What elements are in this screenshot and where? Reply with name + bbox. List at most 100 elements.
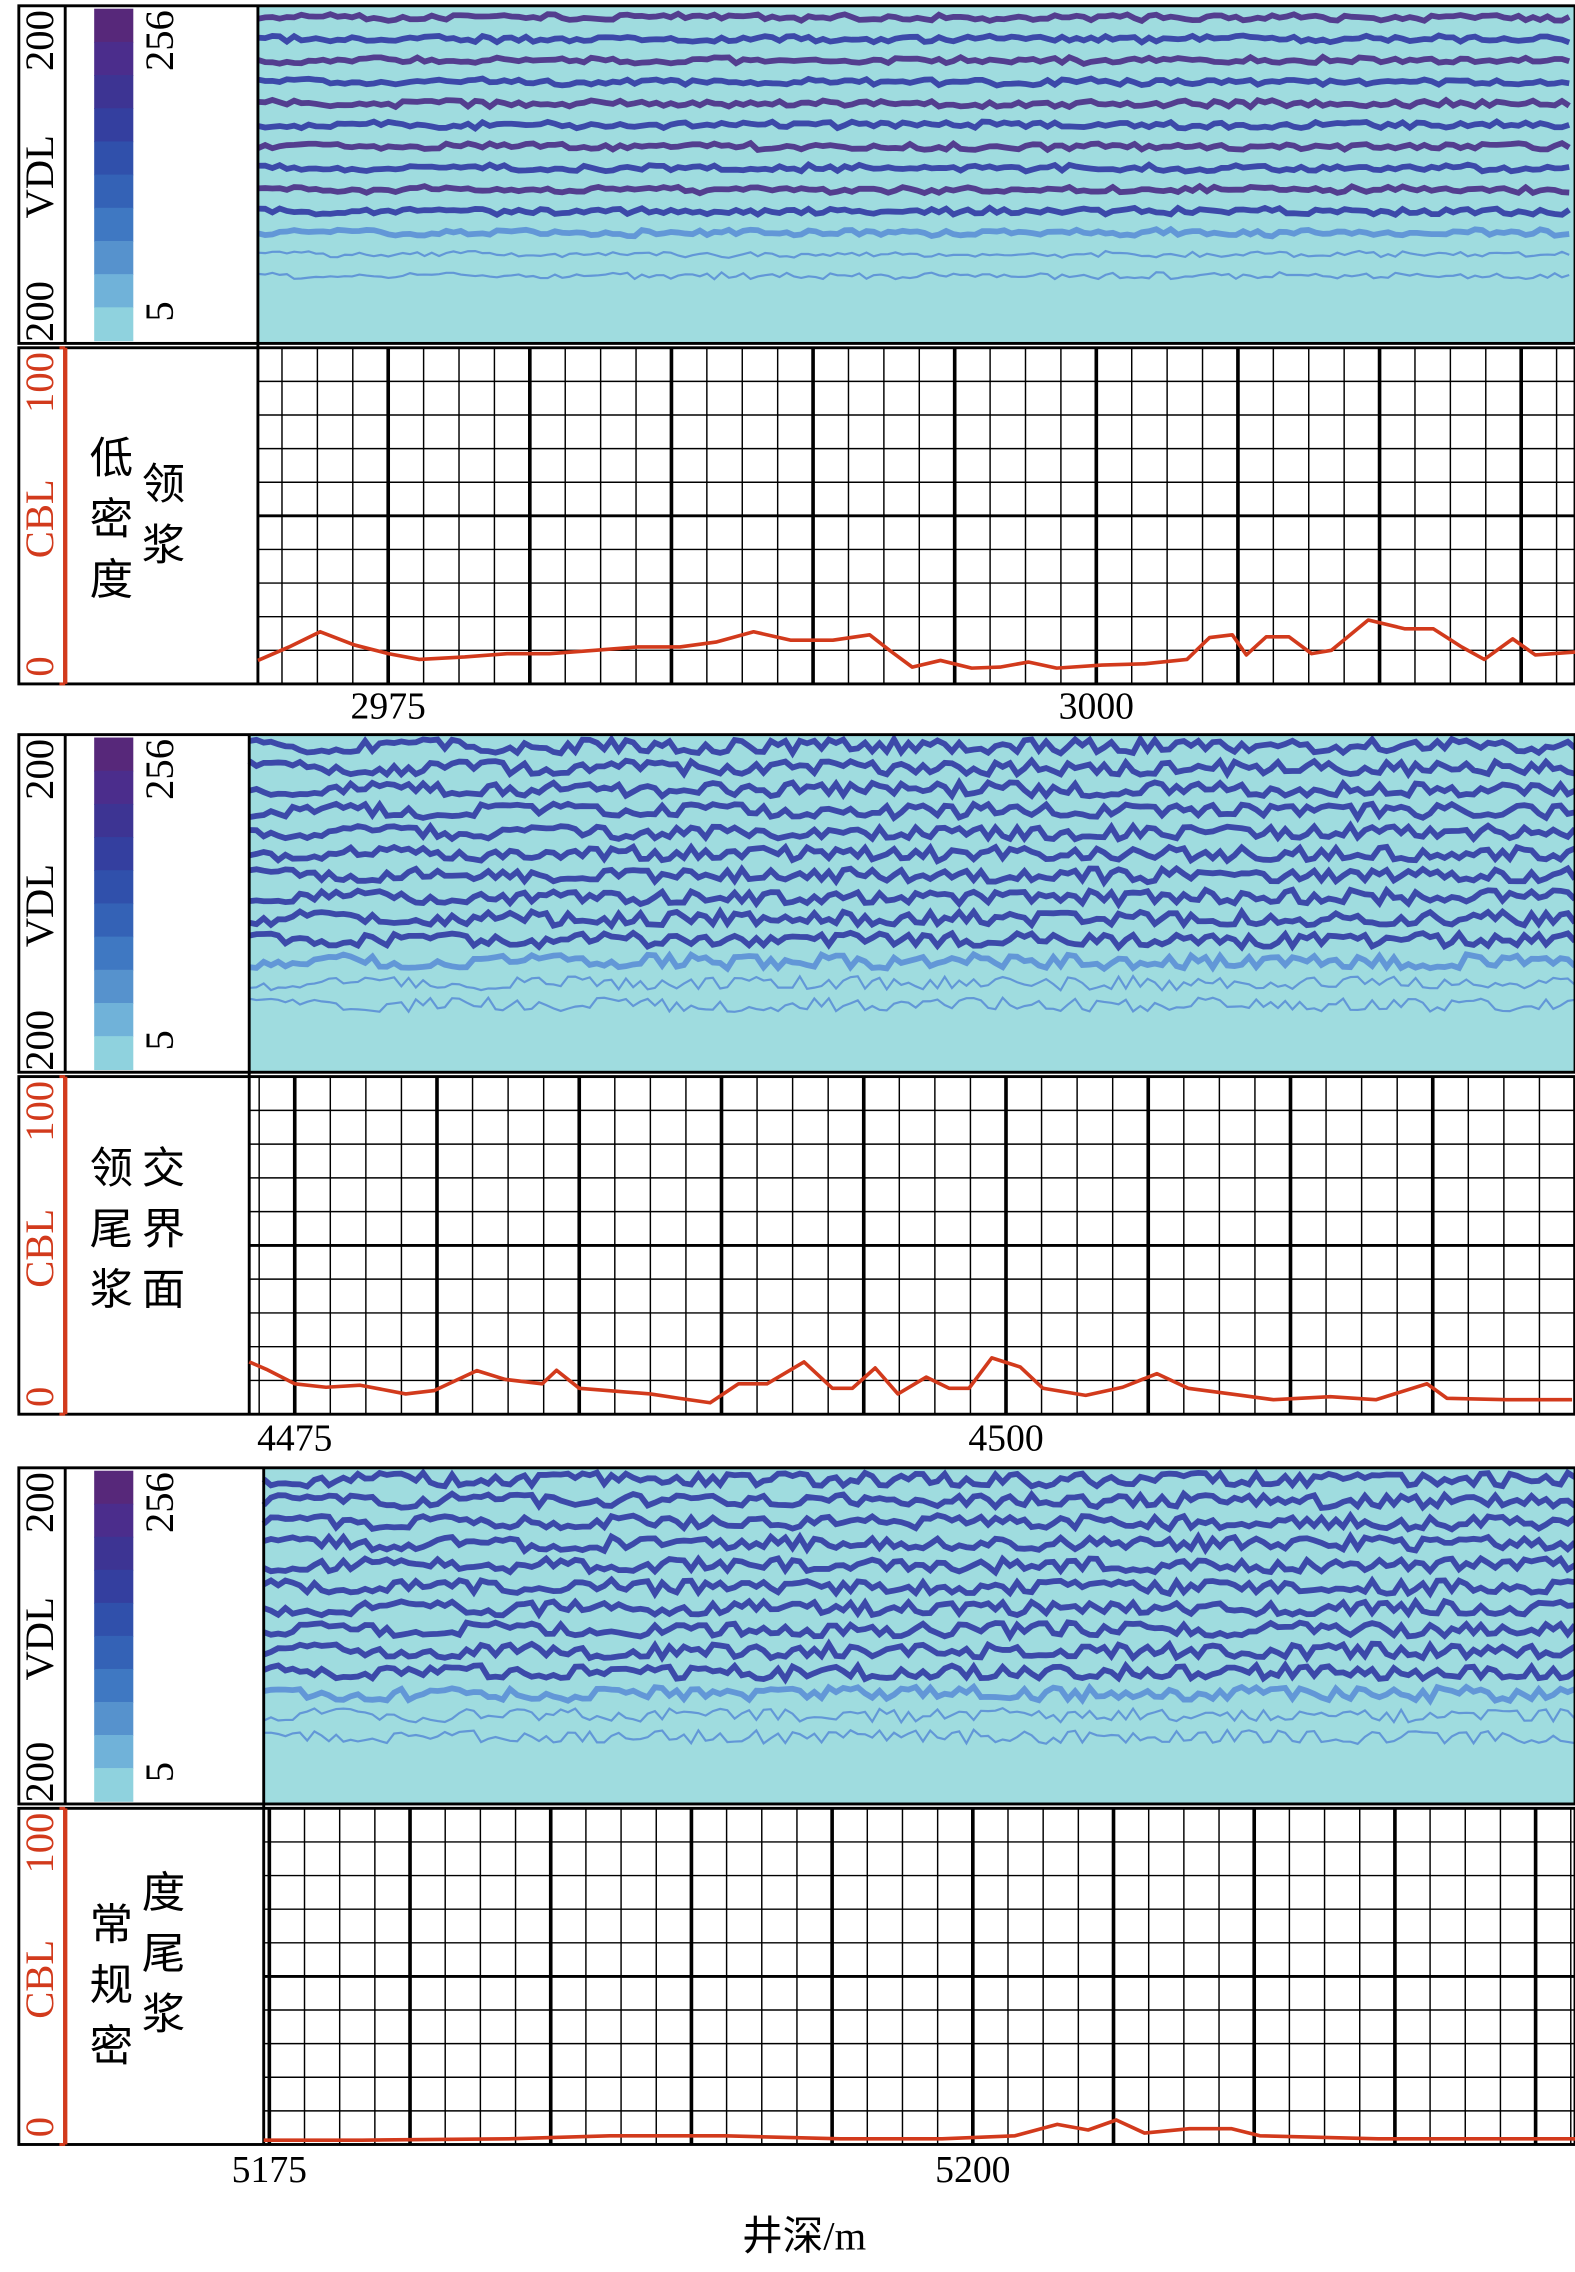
- colorbar-tick-label: 5: [137, 301, 182, 321]
- colorbar-cell: [94, 1036, 134, 1071]
- vdl-stripe: [247, 756, 1575, 780]
- colorbar-cell: [94, 870, 134, 905]
- colorbar-cell: [94, 1701, 134, 1736]
- vdl-stripe: [257, 10, 1571, 25]
- vdl-stripe: [248, 777, 1575, 801]
- colorbar-cell: [94, 207, 134, 242]
- vdl-label: VDL: [17, 864, 62, 947]
- vdl-stripe: [262, 1660, 1575, 1685]
- x-tick-label: 5175: [232, 2149, 307, 2191]
- y-tick-label: 100: [17, 352, 62, 413]
- colorbar-cell: [94, 1635, 134, 1670]
- vdl-stripe: [257, 225, 1570, 240]
- vdl-stripe: [249, 820, 1575, 844]
- colorbar-cell: [94, 240, 134, 275]
- colorbar-cell: [94, 1668, 134, 1703]
- vdl-label: VDL: [17, 135, 62, 218]
- vdl-time-label: 200: [17, 10, 62, 71]
- vdl-stripe: [248, 906, 1575, 931]
- y-axis-label: CBL: [17, 479, 62, 558]
- annotation: 领尾浆: [82, 1145, 132, 1328]
- cbl-frame: [17, 346, 1575, 686]
- vdl-stripe: [262, 1638, 1575, 1664]
- colorbar-cell: [94, 1768, 134, 1802]
- vdl-time-label: 200: [17, 1010, 62, 1071]
- y-tick-label: 0: [17, 2117, 62, 2137]
- vdl-stripe: [263, 1682, 1575, 1706]
- vdl-stripe: [257, 96, 1571, 111]
- vdl-stripe: [261, 1510, 1575, 1533]
- vdl-stripe: [249, 995, 1575, 1014]
- vdl-stripe: [262, 1531, 1575, 1556]
- y-axis-label: CBL: [17, 1209, 62, 1288]
- annotation: 交界面: [134, 1145, 184, 1328]
- colorbar-cell: [94, 1002, 134, 1037]
- colorbar-cell: [94, 1470, 134, 1505]
- y-tick-label: 100: [17, 1813, 62, 1874]
- annotation: 领浆: [134, 461, 184, 583]
- vdl-stripe: [262, 1554, 1575, 1577]
- colorbar-cell: [94, 936, 134, 971]
- vdl-stripe: [257, 32, 1571, 46]
- annotation: 低密度: [82, 435, 133, 618]
- colorbar-cell: [94, 837, 134, 871]
- vdl-time-label: 200: [17, 281, 62, 342]
- vdl-label: VDL: [17, 1597, 62, 1680]
- colorbar-cell: [94, 1503, 134, 1538]
- colorbar-tick-label: 256: [137, 739, 182, 800]
- vdl-stripe: [248, 864, 1575, 888]
- vdl-stripe: [248, 950, 1575, 973]
- vdl-stripe: [257, 249, 1570, 259]
- colorbar-tick-label: 256: [137, 10, 182, 71]
- colorbar-cell: [94, 803, 134, 838]
- vdl-stripe: [256, 139, 1571, 154]
- colorbar-cell: [94, 1536, 134, 1571]
- colorbar-cell: [94, 1569, 134, 1604]
- colorbar-cell: [94, 969, 134, 1004]
- y-tick-label: 100: [17, 1081, 62, 1142]
- colorbar-cell: [94, 174, 134, 209]
- x-tick-label: 5200: [935, 2149, 1010, 2191]
- vdl-stripe: [257, 53, 1571, 67]
- vdl-stripe: [257, 75, 1570, 89]
- cbl-frame: [17, 1075, 1575, 1416]
- colorbar-tick-label: 256: [137, 1472, 182, 1533]
- x-tick-label: 3000: [1059, 686, 1134, 728]
- x-tick-label: 4500: [968, 1417, 1043, 1459]
- colorbar-cell: [94, 737, 134, 772]
- vdl-stripe: [257, 204, 1571, 219]
- vdl-stripe: [257, 270, 1570, 281]
- vdl-stripe: [262, 1619, 1575, 1643]
- vdl-frame: [17, 733, 1575, 1074]
- cbl-curve: [248, 1356, 1573, 1405]
- colorbar-cell: [94, 274, 134, 309]
- colorbar-cell: [94, 108, 134, 143]
- colorbar-tick-label: 5: [137, 1030, 182, 1050]
- vdl-stripe: [248, 885, 1575, 910]
- vdl-stripe: [263, 1706, 1575, 1725]
- vdl-stripe: [261, 1468, 1575, 1491]
- vdl-stripe: [257, 182, 1570, 197]
- x-tick-label: 4475: [257, 1417, 332, 1459]
- vdl-stripe: [248, 799, 1575, 824]
- annotation: 度尾浆: [134, 1869, 184, 2052]
- vdl-frame: [17, 1466, 1575, 1806]
- colorbar-cell: [94, 41, 134, 76]
- colorbar-cell: [94, 141, 134, 176]
- colorbar-cell: [94, 8, 134, 43]
- colorbar-cell: [94, 770, 134, 805]
- y-tick-label: 0: [17, 656, 62, 676]
- y-tick-label: 0: [17, 1387, 62, 1407]
- vdl-stripe: [257, 118, 1571, 132]
- vdl-stripe: [262, 1575, 1575, 1600]
- vdl-time-label: 200: [17, 1472, 62, 1533]
- vdl-stripe: [263, 1728, 1575, 1746]
- vdl-stripe: [249, 974, 1575, 992]
- colorbar-cell: [94, 307, 134, 342]
- vdl-stripe: [248, 733, 1575, 759]
- colorbar-cell: [94, 75, 134, 109]
- vdl-stripe: [257, 161, 1570, 175]
- colorbar-cell: [94, 1602, 134, 1637]
